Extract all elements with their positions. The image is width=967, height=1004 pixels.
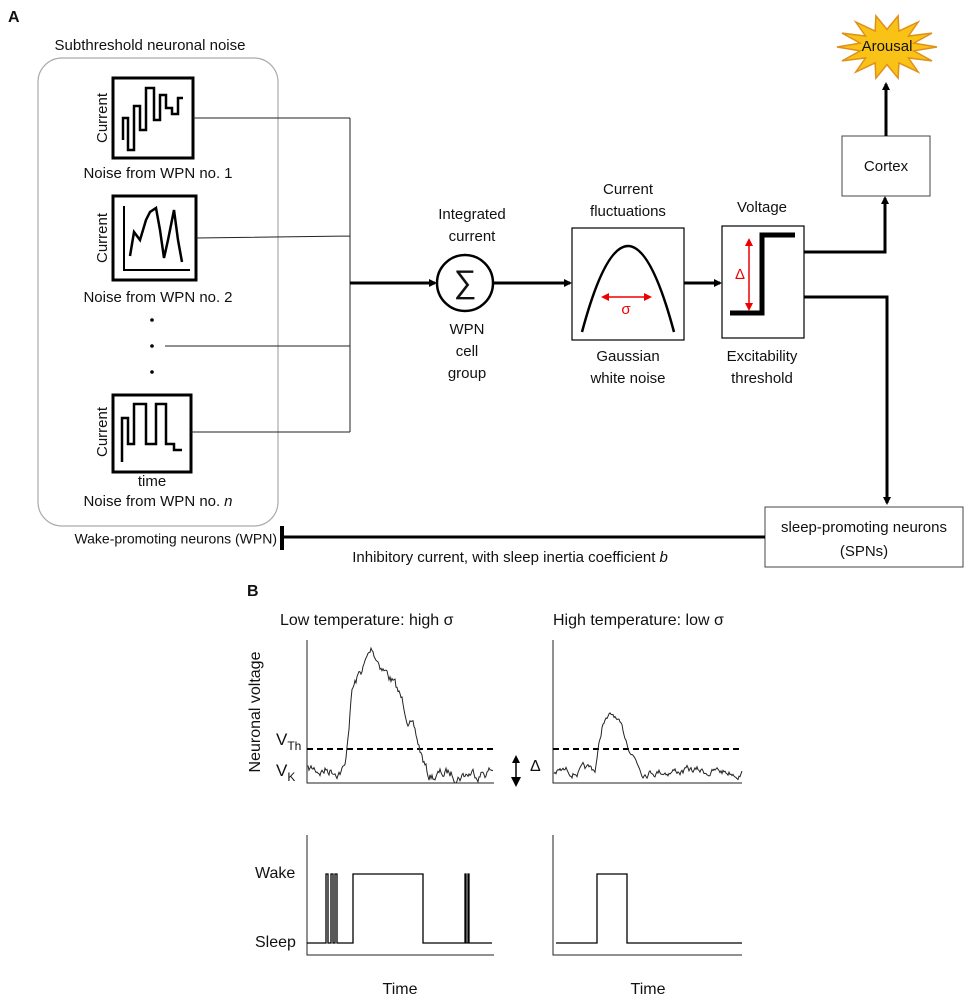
state-label: Sleep xyxy=(255,934,296,951)
caption-index: 1 xyxy=(224,165,232,182)
plot-title: Low temperature: high σ xyxy=(280,612,454,629)
axes xyxy=(306,640,494,784)
node-label: WPN xyxy=(450,321,485,338)
node-label: threshold xyxy=(731,370,793,387)
connector xyxy=(165,117,351,433)
dot xyxy=(150,318,154,322)
y-label: Neuronal voltage xyxy=(247,651,264,772)
y-label: Current xyxy=(94,406,111,457)
sigma: σ xyxy=(621,301,631,318)
v-k: VK xyxy=(276,761,295,784)
v-sub: K xyxy=(287,770,295,784)
plot-title: High temperature: low σ xyxy=(553,612,724,629)
voltage-trace xyxy=(307,646,494,784)
inhibition-text: Inhibitory current, with sleep inertia c… xyxy=(352,549,656,566)
spn-box xyxy=(764,506,964,568)
caption-index: 2 xyxy=(224,289,232,306)
cortex: Cortex xyxy=(864,158,909,175)
spn-label: sleep-promoting neurons xyxy=(781,519,947,536)
arrow xyxy=(804,295,891,505)
caption: Noise from WPN no. n xyxy=(83,493,232,510)
noise-trace xyxy=(121,86,183,152)
node-label: Integrated xyxy=(438,206,506,223)
caption-text: Noise from WPN no. xyxy=(83,289,220,306)
state-trace xyxy=(307,873,492,944)
v-th: VTh xyxy=(276,730,301,753)
node-label: fluctuations xyxy=(590,203,666,220)
panel-label: A xyxy=(8,9,20,26)
node-label: Current xyxy=(603,181,654,198)
v-base: V xyxy=(276,761,288,780)
sum-symbol: ∑ xyxy=(454,263,477,299)
caption-index: n xyxy=(224,493,232,510)
caption-text: Noise from WPN no. xyxy=(83,493,220,510)
spn-label: (SPNs) xyxy=(840,543,888,560)
x-label: time xyxy=(138,473,166,490)
noise-box xyxy=(111,393,193,474)
group-title: Subthreshold neuronal noise xyxy=(55,37,246,54)
noise-trace xyxy=(128,205,184,263)
panel-label: B xyxy=(247,583,259,600)
axes xyxy=(552,640,742,784)
cortex-box xyxy=(841,135,931,197)
axes xyxy=(552,835,742,956)
threshold-box xyxy=(721,225,805,339)
inhibition-variable: b xyxy=(659,549,667,566)
arrow xyxy=(804,196,889,254)
dot xyxy=(150,370,154,374)
caption-text: Noise from WPN no. xyxy=(83,165,220,182)
x-label: Time xyxy=(631,981,666,998)
delta: Δ xyxy=(735,266,745,283)
delta: Δ xyxy=(530,758,541,775)
node-label: white noise xyxy=(589,370,665,387)
caption: Noise from WPN no. 1 xyxy=(83,165,232,182)
noise-group xyxy=(37,57,279,527)
node-label: cell xyxy=(456,343,479,360)
noise-trace xyxy=(120,402,182,462)
axes xyxy=(306,835,494,956)
node-label: current xyxy=(449,228,497,245)
axes xyxy=(123,206,190,271)
node-label: Voltage xyxy=(737,199,787,216)
dot xyxy=(150,344,154,348)
v-sub: Th xyxy=(287,739,301,753)
voltage-trace xyxy=(553,712,743,781)
y-label: Current xyxy=(94,212,111,263)
node-label: Gaussian xyxy=(596,348,659,365)
caption: Noise from WPN no. 2 xyxy=(83,289,232,306)
inhibition-label: Inhibitory current, with sleep inertia c… xyxy=(352,549,668,566)
node-label: group xyxy=(448,365,486,382)
x-label: Time xyxy=(383,981,418,998)
arousal-burst xyxy=(836,13,938,81)
y-label: Current xyxy=(94,92,111,143)
arousal: Arousal xyxy=(862,38,913,55)
v-base: V xyxy=(276,730,288,749)
step xyxy=(730,232,795,316)
gaussian-curve xyxy=(580,245,676,333)
state-trace xyxy=(556,873,742,944)
state-label: Wake xyxy=(255,865,295,882)
wpn-label: Wake-promoting neurons (WPN) xyxy=(74,531,277,547)
node-label: Excitability xyxy=(727,348,798,365)
